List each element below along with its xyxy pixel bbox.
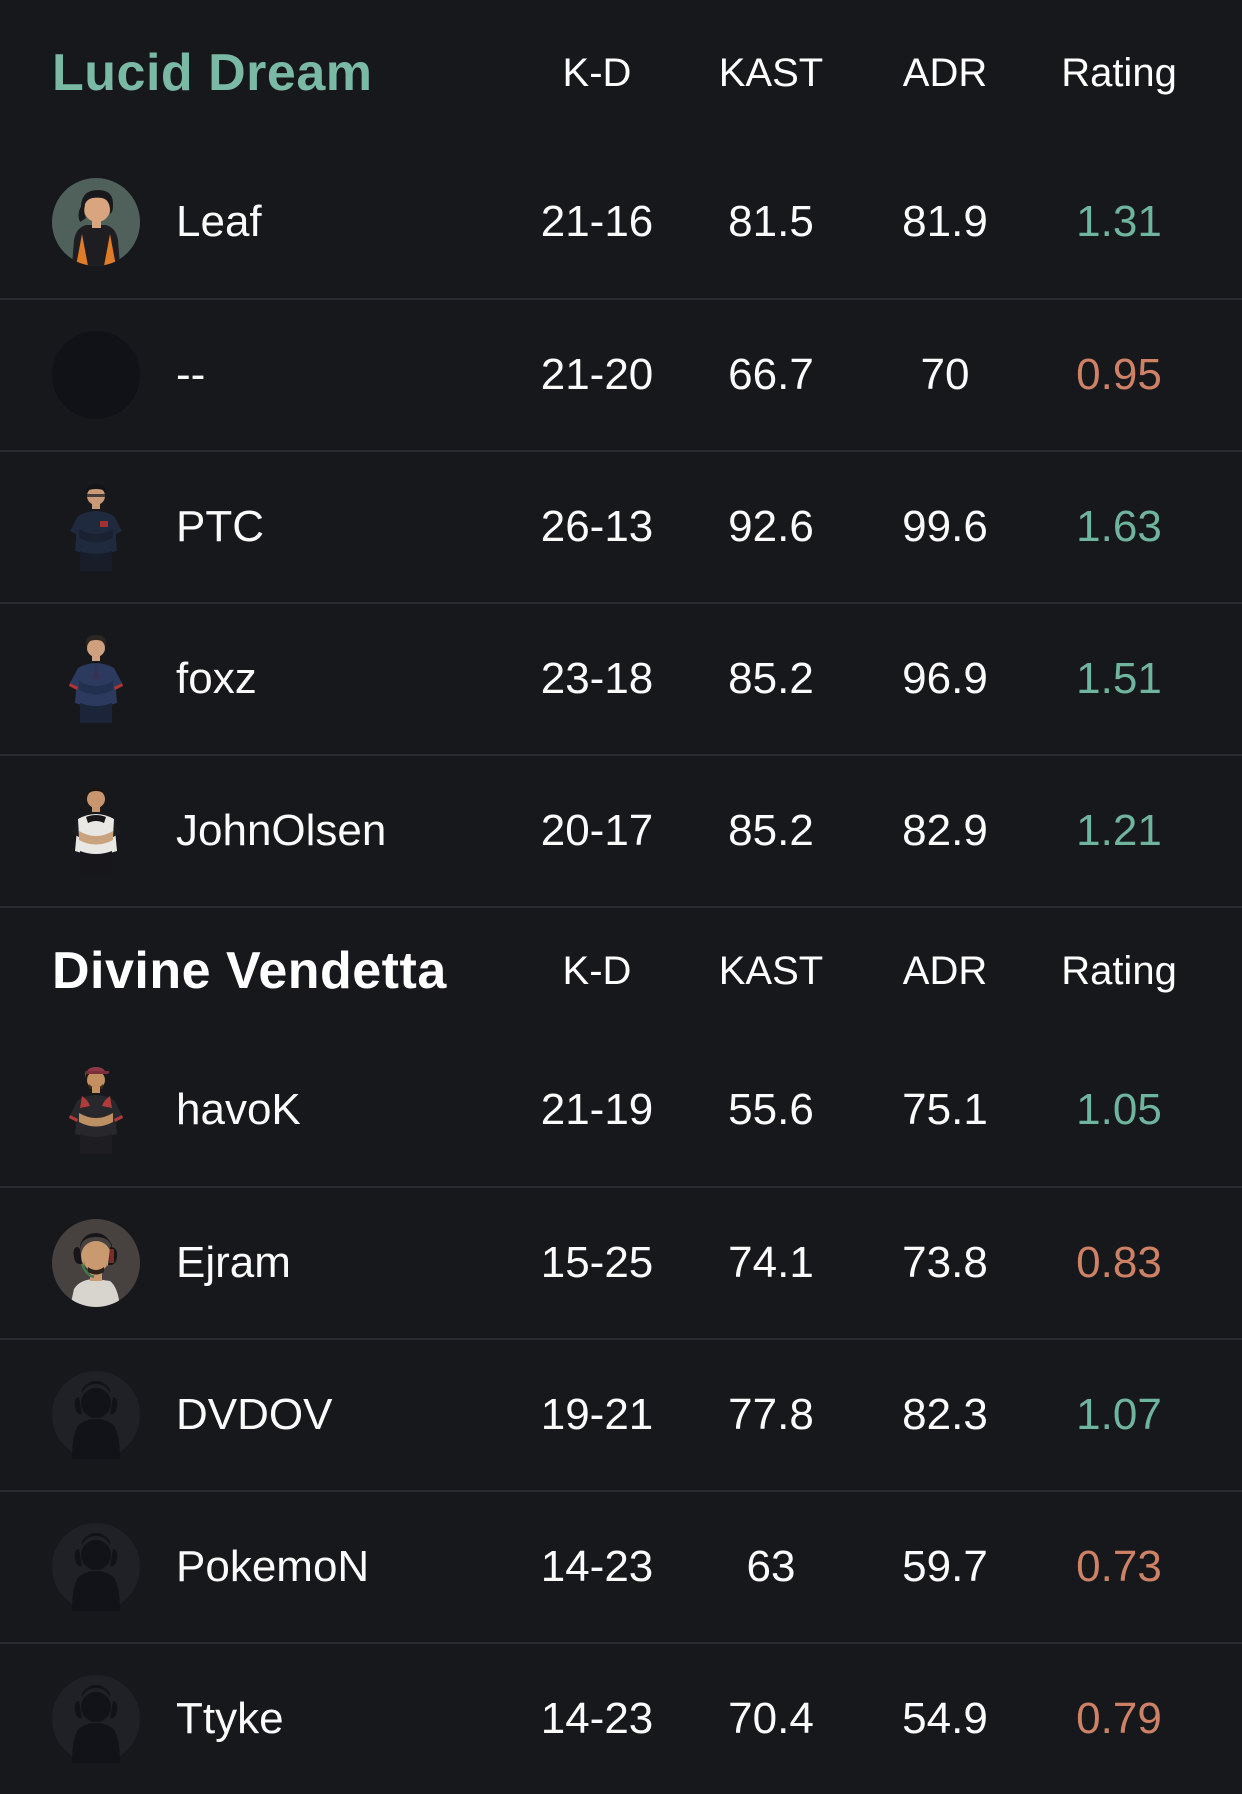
col-header-rating: Rating (1061, 948, 1177, 993)
team-name: Lucid Dream (52, 44, 373, 102)
stat-kast: 74.1 (728, 1238, 814, 1287)
stat-rating: 0.95 (1076, 350, 1162, 399)
player-avatar (52, 315, 140, 435)
stat-kast: 85.2 (728, 806, 814, 855)
stat-kast: 92.6 (728, 502, 814, 551)
player-avatar (52, 771, 140, 891)
stat-rating: 1.63 (1076, 502, 1162, 551)
stat-adr: 82.9 (902, 806, 988, 855)
stat-rating: 1.21 (1076, 806, 1162, 855)
player-cutout-icon (69, 635, 123, 723)
player-avatar (52, 1659, 140, 1779)
col-header-adr: ADR (902, 948, 988, 993)
stat-rating: 0.83 (1076, 1238, 1162, 1287)
col-header-kd: K-D (562, 948, 632, 993)
player-avatar (52, 1203, 140, 1323)
placeholder-avatar-icon (52, 1371, 140, 1459)
stat-kast: 66.7 (728, 350, 814, 399)
stat-kast: 77.8 (728, 1390, 814, 1439)
stat-rating: 0.79 (1076, 1694, 1162, 1743)
stat-adr: 82.3 (902, 1390, 988, 1439)
player-name: havoK (176, 1085, 301, 1134)
stat-adr: 54.9 (902, 1694, 988, 1743)
player-name: JohnOlsen (176, 806, 387, 855)
player-name: DVDOV (176, 1390, 333, 1439)
placeholder-avatar-icon (52, 1675, 140, 1763)
player-row[interactable]: Leaf 21-16 81.5 81.9 1.31 (0, 146, 1242, 298)
player-cutout-icon (70, 484, 122, 571)
player-row[interactable]: Ejram 15-25 74.1 73.8 0.83 (0, 1186, 1242, 1338)
stat-rating: 0.73 (1076, 1542, 1162, 1591)
stat-rating: 1.07 (1076, 1390, 1162, 1439)
player-name: Leaf (176, 197, 262, 246)
player-avatar (52, 1507, 140, 1627)
player-avatar (52, 467, 140, 587)
stat-rating: 1.31 (1076, 197, 1162, 246)
stat-kd: 26-13 (540, 502, 654, 551)
player-name: PTC (176, 502, 264, 551)
team-header: Divine Vendetta K-D KAST ADR Rating (0, 906, 1242, 1034)
stat-kd: 15-25 (540, 1238, 654, 1287)
col-header-kast: KAST (718, 948, 824, 993)
stat-kast: 81.5 (728, 197, 814, 246)
col-header-kd: K-D (562, 50, 632, 95)
stat-kast: 55.6 (728, 1085, 814, 1134)
player-name: Ejram (176, 1238, 291, 1287)
player-cutout-icon (69, 1067, 123, 1154)
stat-kast: 63 (746, 1542, 796, 1591)
stat-kd: 23-18 (540, 654, 654, 703)
stat-kast: 85.2 (728, 654, 814, 703)
stat-kd: 20-17 (540, 806, 654, 855)
player-name: Ttyke (176, 1694, 284, 1743)
player-photo-circle-icon (52, 1219, 140, 1307)
player-row[interactable]: foxz 23-18 85.2 96.9 1.51 (0, 602, 1242, 754)
player-row[interactable]: PokemoN 14-23 63 59.7 0.73 (0, 1490, 1242, 1642)
stat-rating: 1.05 (1076, 1085, 1162, 1134)
player-name: PokemoN (176, 1542, 370, 1591)
player-photo-circle-icon (52, 178, 140, 266)
player-row[interactable]: Ttyke 14-23 70.4 54.9 0.79 (0, 1642, 1242, 1794)
stat-kd: 14-23 (540, 1694, 654, 1743)
col-header-adr: ADR (902, 50, 988, 95)
stat-adr: 73.8 (902, 1238, 988, 1287)
col-header-rating: Rating (1061, 50, 1177, 95)
stat-adr: 70 (920, 350, 970, 399)
player-cutout-icon (71, 787, 121, 875)
col-header-kast: KAST (718, 50, 824, 95)
stat-adr: 59.7 (902, 1542, 988, 1591)
player-row[interactable]: -- 21-20 66.7 70 0.95 (0, 298, 1242, 450)
player-avatar (52, 619, 140, 739)
team-name: Divine Vendetta (52, 942, 447, 1000)
player-row[interactable]: havoK 21-19 55.6 75.1 1.05 (0, 1034, 1242, 1186)
stat-kd: 21-20 (540, 350, 654, 399)
stat-adr: 96.9 (902, 654, 988, 703)
team-header: Lucid Dream K-D KAST ADR Rating (0, 0, 1242, 146)
player-row[interactable]: PTC 26-13 92.6 99.6 1.63 (0, 450, 1242, 602)
stat-adr: 99.6 (902, 502, 988, 551)
stat-adr: 81.9 (902, 197, 988, 246)
stat-kd: 19-21 (540, 1390, 654, 1439)
stat-kast: 70.4 (728, 1694, 814, 1743)
player-avatar (52, 1355, 140, 1475)
player-name: foxz (176, 654, 257, 703)
player-row[interactable]: DVDOV 19-21 77.8 82.3 1.07 (0, 1338, 1242, 1490)
stat-rating: 1.51 (1076, 654, 1162, 703)
stat-kd: 21-16 (540, 197, 654, 246)
empty-circle-icon (52, 331, 140, 419)
stat-adr: 75.1 (902, 1085, 988, 1134)
player-name: -- (176, 350, 206, 399)
player-row[interactable]: JohnOlsen 20-17 85.2 82.9 1.21 (0, 754, 1242, 906)
player-avatar (52, 1050, 140, 1170)
player-avatar (52, 162, 140, 282)
stat-kd: 21-19 (540, 1085, 654, 1134)
stat-kd: 14-23 (540, 1542, 654, 1591)
placeholder-avatar-icon (52, 1523, 140, 1611)
